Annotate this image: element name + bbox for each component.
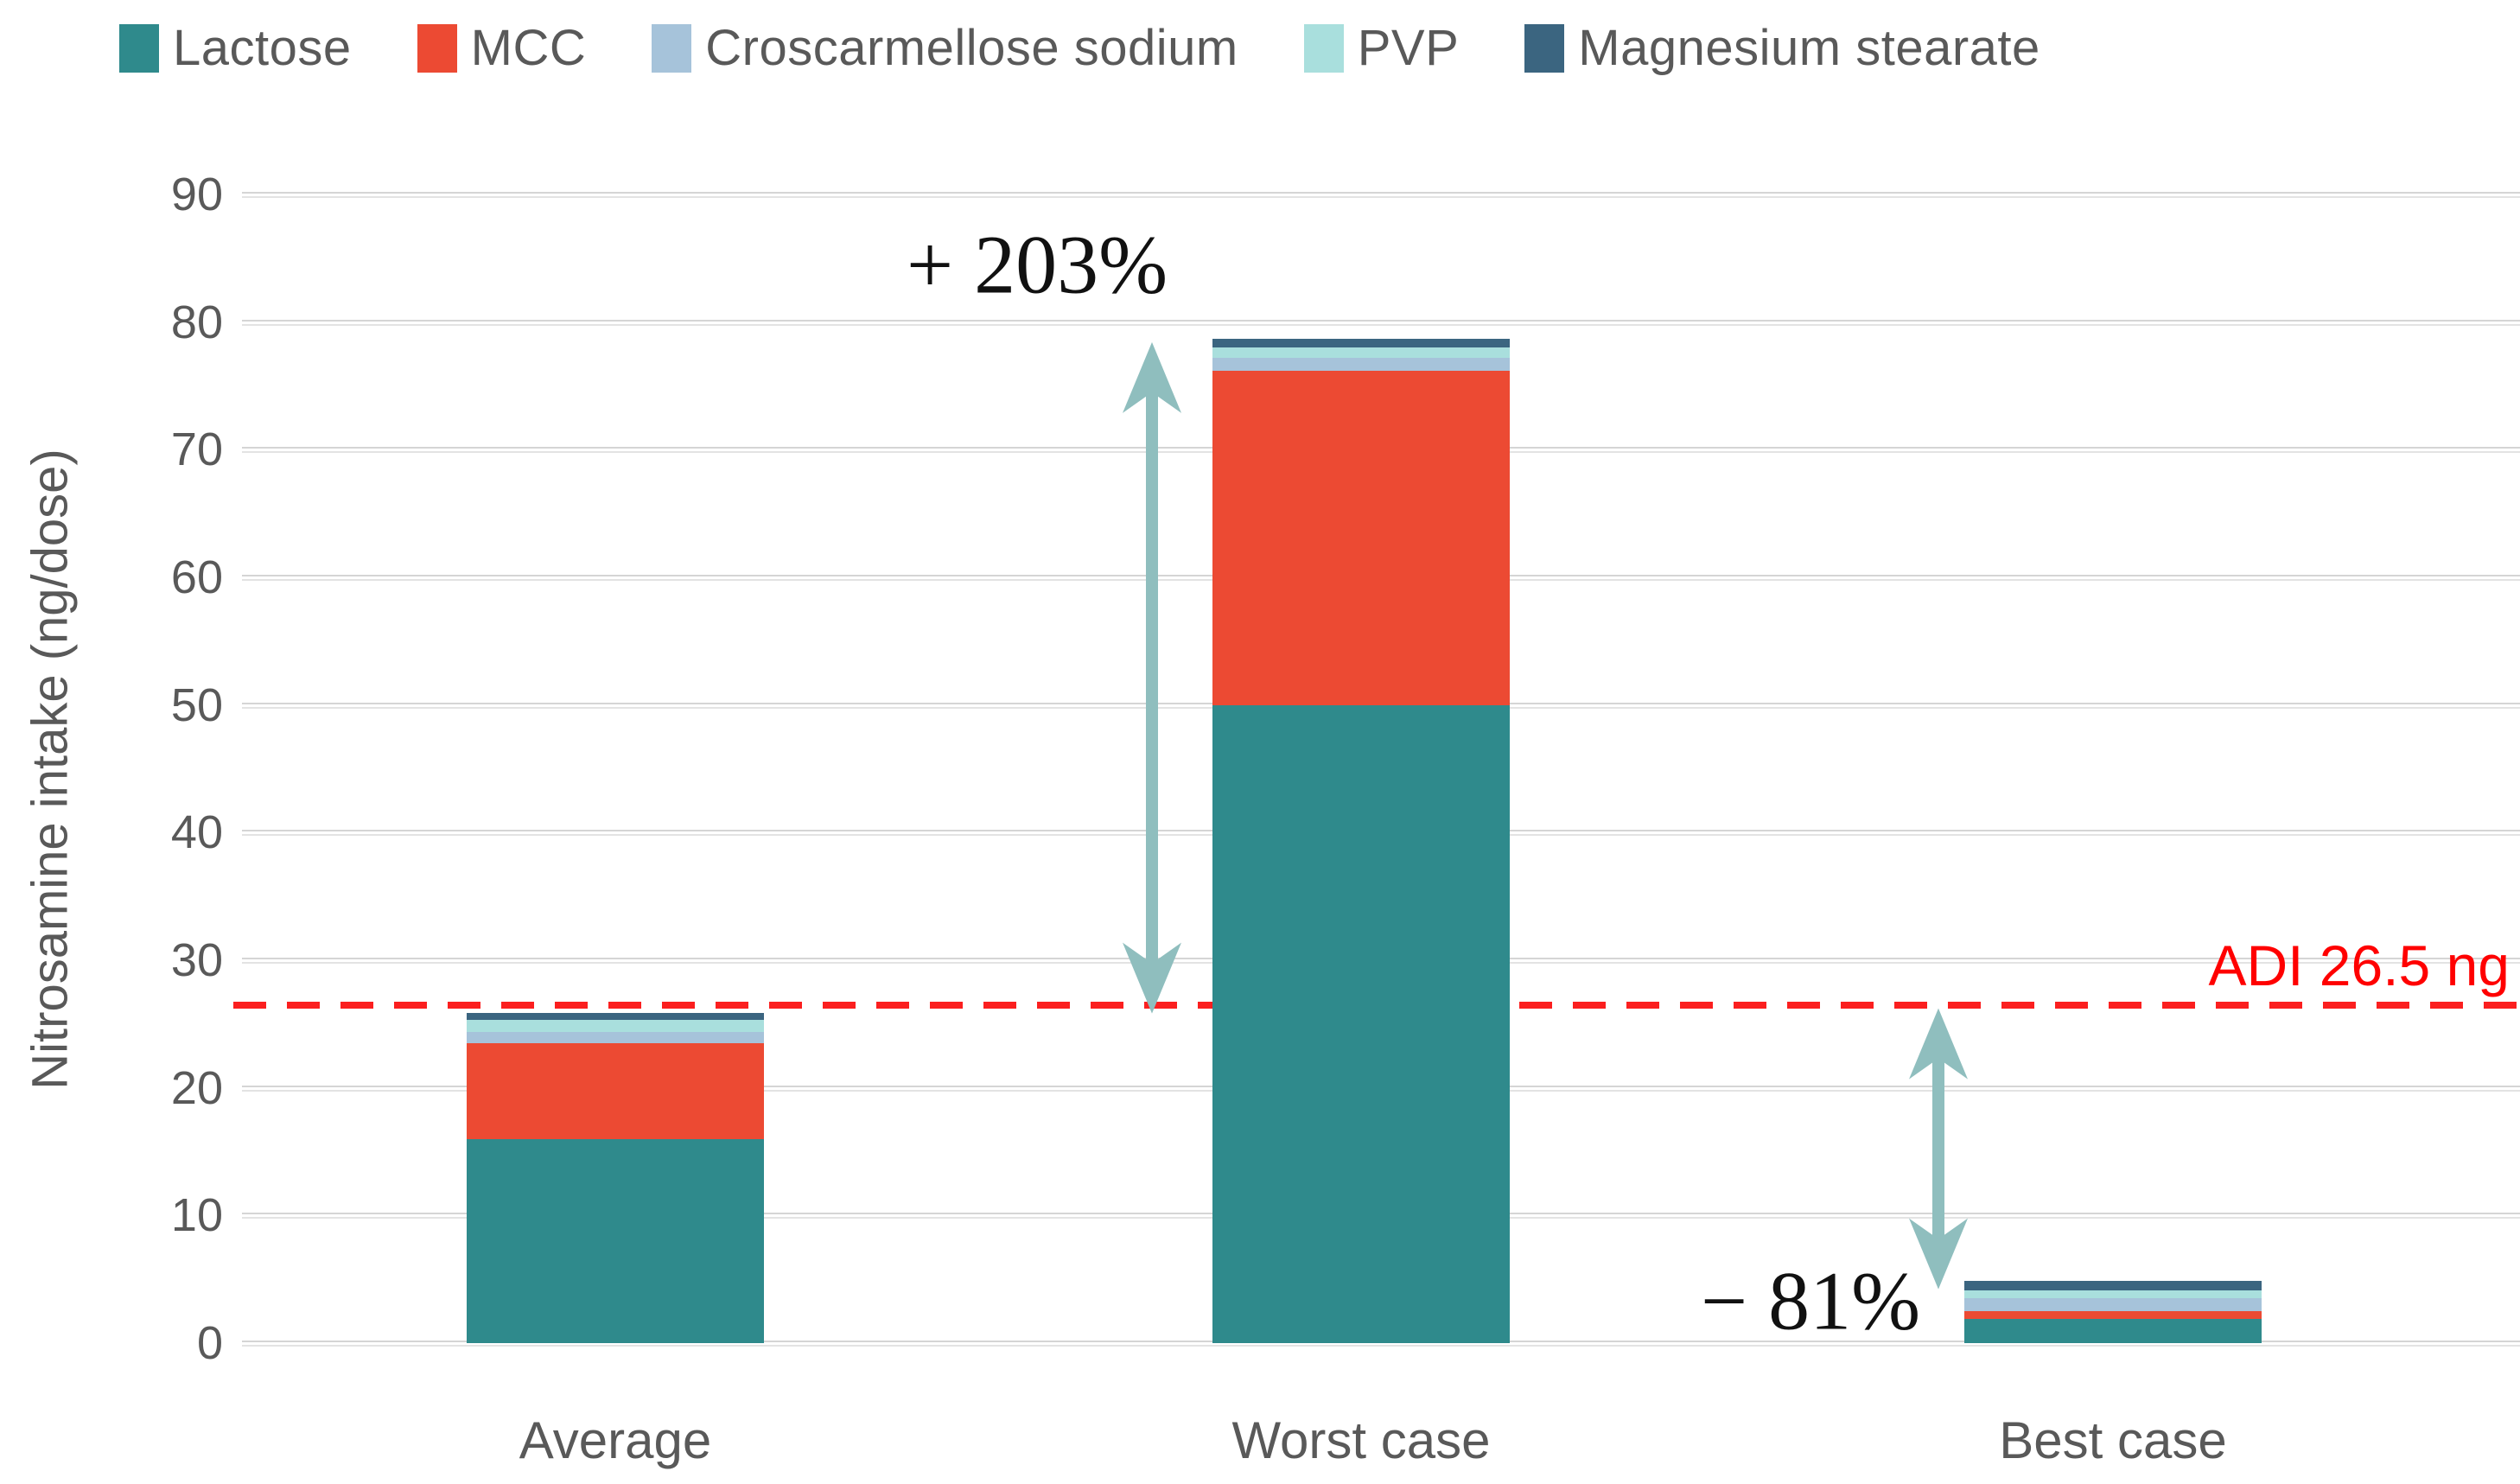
bar-average-segment-magnesium-stearate xyxy=(467,1012,764,1021)
legend-item-croscarmellose-sodium: Croscarmellose sodium xyxy=(652,19,1238,77)
y-tick-label-80: 80 xyxy=(170,296,223,348)
bar-best-case-segment-magnesium-stearate xyxy=(1964,1280,2262,1291)
bar-worst-case-segment-croscarmellose-sodium xyxy=(1212,358,1510,371)
y-tick-label-60: 60 xyxy=(170,551,223,603)
legend-item-lactose: Lactose xyxy=(119,19,352,77)
bar-average-segment-pvp xyxy=(467,1020,764,1032)
bar-worst-case-segment-mcc xyxy=(1212,370,1510,705)
bar-worst-case-segment-lactose xyxy=(1212,704,1510,1343)
legend-item-pvp: PVP xyxy=(1303,19,1460,77)
legend-swatch-icon xyxy=(417,23,457,73)
y-tick-label-90: 90 xyxy=(170,169,223,220)
bar-worst-case-segment-magnesium-stearate xyxy=(1212,338,1510,348)
bar-average-segment-mcc xyxy=(467,1042,764,1139)
legend: Lactose MCC Croscarmellose sodium PVP Magnes… xyxy=(119,19,2040,77)
gridline-y80 xyxy=(242,319,2520,326)
bar-average-segment-croscarmellose-sodium xyxy=(467,1031,764,1043)
y-tick-label-10: 10 xyxy=(170,1189,223,1242)
y-tick-label-30: 30 xyxy=(170,934,223,986)
annotation-arrow-decrease xyxy=(1909,1008,1968,1290)
annotation-label-increase: + 203% xyxy=(906,218,1168,311)
annotation-arrow-increase xyxy=(1123,341,1181,1014)
legend-label: Croscarmellose sodium xyxy=(705,20,1238,76)
legend-swatch-icon xyxy=(119,23,159,73)
adi-label: ADI 26.5 ng xyxy=(2208,933,2510,997)
bar-best-case-segment-pvp xyxy=(1964,1290,2262,1299)
legend-item-mcc: MCC xyxy=(417,19,587,77)
legend-label: PVP xyxy=(1357,20,1460,76)
gridline-y0 xyxy=(242,1341,2520,1347)
y-tick-label-40: 40 xyxy=(170,806,223,859)
legend-label: Lactose xyxy=(173,20,352,76)
bar-worst-case-segment-pvp xyxy=(1212,347,1510,358)
annotation-label-decrease: − 81% xyxy=(1700,1254,1921,1347)
legend-swatch-icon xyxy=(652,23,692,73)
bar-best-case-segment-mcc xyxy=(1964,1311,2262,1319)
bar-best-case-segment-lactose xyxy=(1964,1318,2262,1343)
bar-average-segment-lactose xyxy=(467,1138,764,1343)
y-tick-label-20: 20 xyxy=(170,1061,223,1114)
y-tick-label-70: 70 xyxy=(170,424,223,476)
legend-swatch-icon xyxy=(1303,23,1344,73)
y-tick-label-50: 50 xyxy=(170,678,223,731)
y-tick-label-0: 0 xyxy=(196,1317,223,1369)
bar-best-case-segment-croscarmellose-sodium xyxy=(1964,1298,2262,1312)
legend-swatch-icon xyxy=(1524,23,1565,73)
legend-item-magnesium-stearate: Magnesium stearate xyxy=(1524,19,2040,77)
y-axis-title: Nitrosamine intake (ng/dose) xyxy=(22,449,79,1090)
legend-label: Magnesium stearate xyxy=(1578,20,2040,76)
x-category-label-worst-case: Worst case xyxy=(1231,1411,1491,1469)
legend-label: MCC xyxy=(470,20,587,76)
gridline-y90 xyxy=(242,192,2520,198)
x-category-label-average: Average xyxy=(519,1411,712,1469)
x-category-label-best-case: Best case xyxy=(1999,1411,2227,1469)
